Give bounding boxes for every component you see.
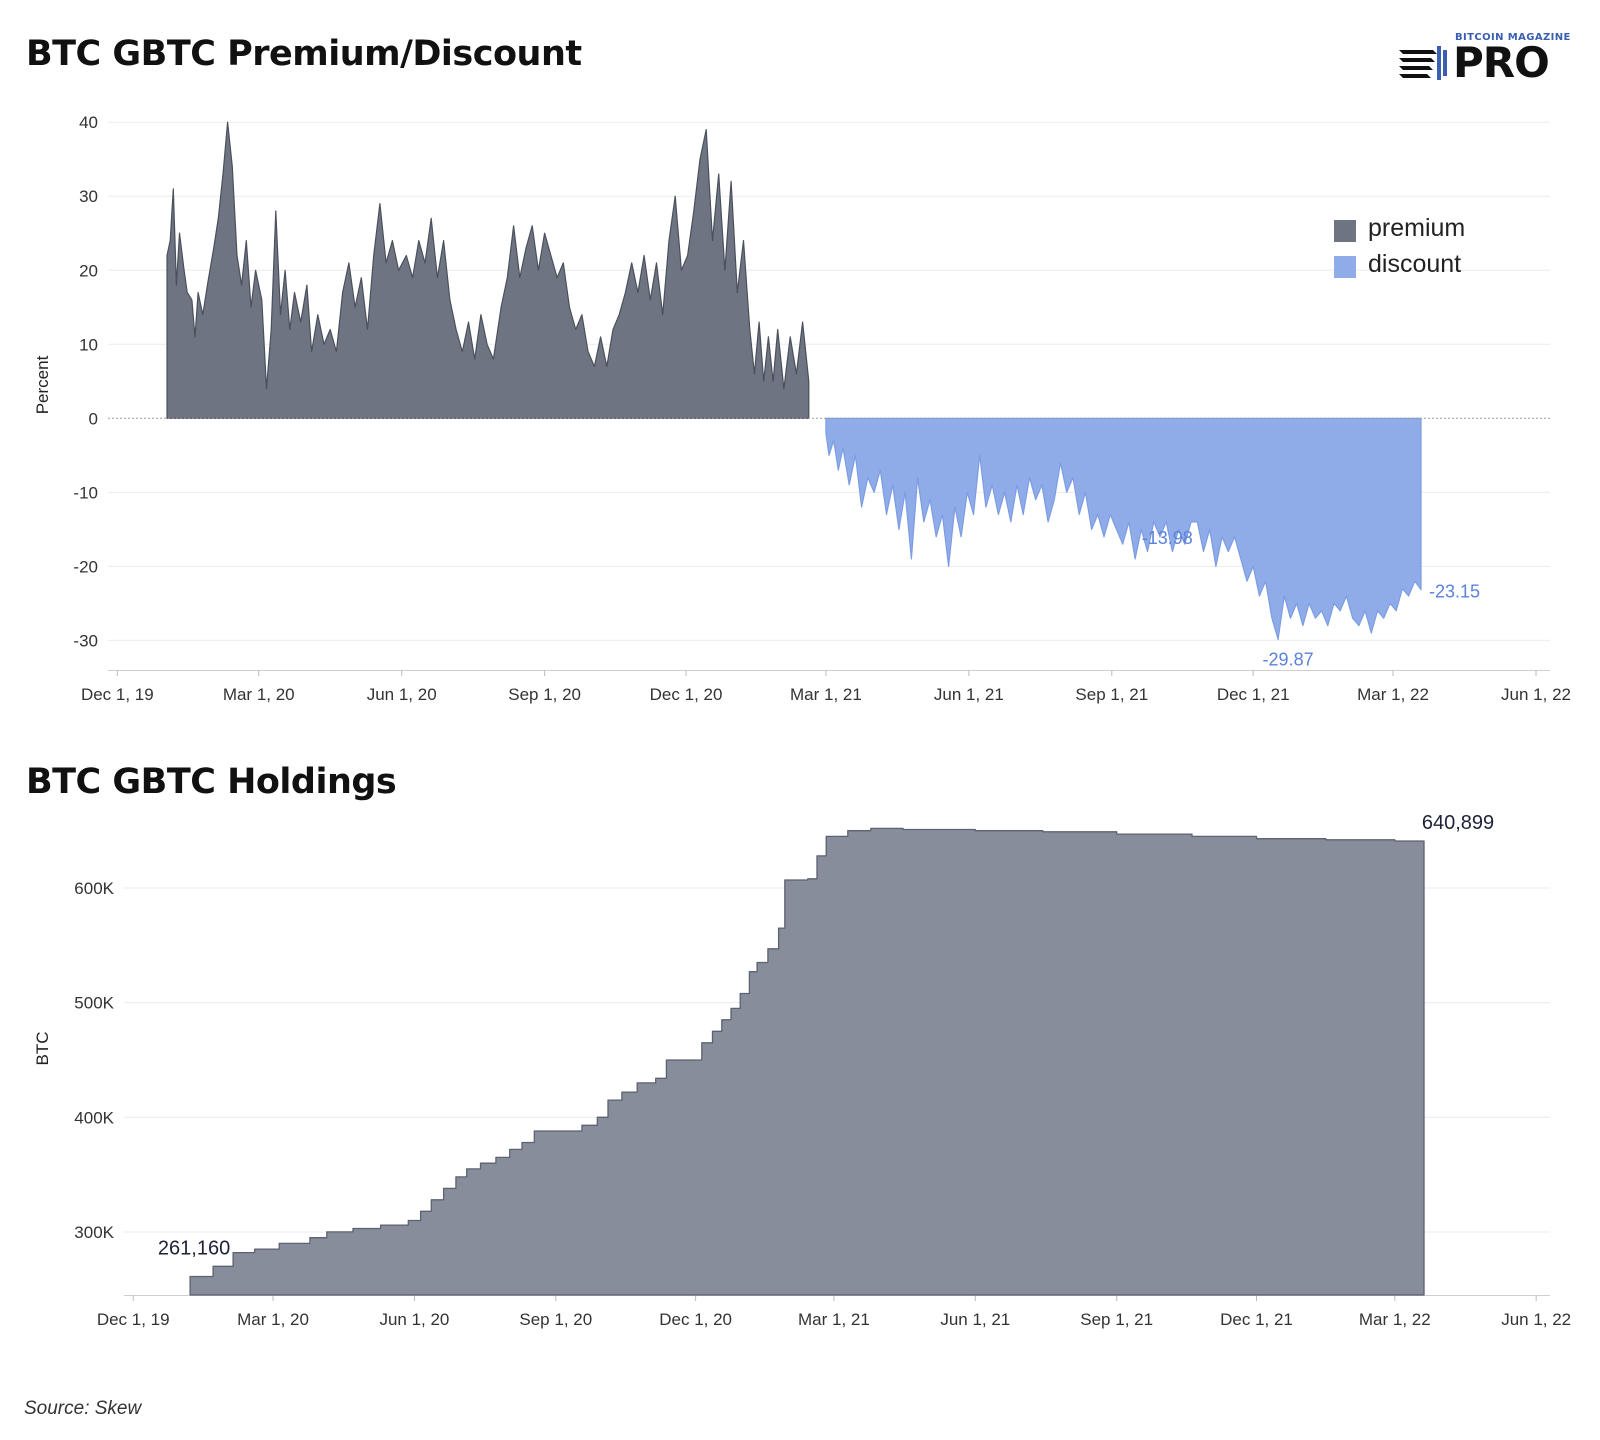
x-tick-label: Mar 1, 20 — [223, 685, 295, 704]
x-tick-label: Sep 1, 20 — [519, 1310, 592, 1329]
x-tick-label: Mar 1, 22 — [1359, 1310, 1431, 1329]
x-tick-label: Jun 1, 22 — [1501, 1310, 1571, 1329]
x-tick-label: Mar 1, 21 — [790, 685, 862, 704]
holdings-chart: 600K 500K 400K 300K Dec 1, 19 Mar 1, 20 Jun 1,… — [33, 812, 1571, 1329]
logo-mark-icon — [1399, 46, 1447, 80]
x-tick-label: Jun 1, 20 — [367, 685, 437, 704]
series-area-discount — [825, 417, 1422, 640]
logo-text-top: BITCOIN MAGAZINE — [1455, 32, 1571, 43]
legend-swatch-premium — [1334, 220, 1356, 242]
y-tick-label: 600K — [74, 879, 114, 898]
y-tick-label: -10 — [73, 483, 98, 502]
y-tick-label: 300K — [74, 1223, 114, 1242]
y-tick-label: 10 — [79, 335, 98, 354]
y-tick-label: 30 — [79, 187, 98, 206]
y-axis-label: Percent — [33, 355, 52, 414]
data-label: 640,899 — [1422, 812, 1494, 834]
y-tick-label: 400K — [74, 1108, 114, 1127]
data-label: -23.15 — [1429, 582, 1480, 602]
x-tick-label: Dec 1, 20 — [659, 1310, 732, 1329]
x-tick-label: Jun 1, 21 — [940, 1310, 1010, 1329]
y-tick-label: -20 — [73, 557, 98, 576]
y-tick-label: 500K — [74, 994, 114, 1013]
x-tick-label: Dec 1, 20 — [650, 685, 723, 704]
x-tick-label: Jun 1, 22 — [1501, 685, 1571, 704]
legend-label-discount: discount — [1368, 250, 1462, 278]
x-tick-label: Sep 1, 20 — [508, 685, 581, 704]
y-tick-label: 40 — [79, 113, 98, 132]
logo-text-main: PRO — [1453, 38, 1550, 87]
x-tick-label: Dec 1, 21 — [1220, 1310, 1293, 1329]
legend-swatch-discount — [1334, 256, 1356, 278]
holdings-chart-title: BTC GBTC Holdings — [26, 762, 397, 802]
premium-chart-title: BTC GBTC Premium/Discount — [26, 34, 582, 74]
series-area-premium — [166, 121, 810, 419]
x-tick-label: Dec 1, 19 — [81, 685, 154, 704]
x-tick-label: Dec 1, 21 — [1217, 685, 1290, 704]
x-tick-label: Dec 1, 19 — [97, 1310, 170, 1329]
y-tick-label: -30 — [73, 631, 98, 650]
data-label: -29.87 — [1263, 649, 1314, 669]
x-tick-label: Mar 1, 21 — [798, 1310, 870, 1329]
x-tick-label: Jun 1, 20 — [379, 1310, 449, 1329]
x-tick-label: Mar 1, 22 — [1357, 685, 1429, 704]
premium-discount-chart: 40 30 20 10 0 -10 -20 -30 Dec 1, 19 Mar 1, 20 Jun … — [33, 113, 1571, 704]
x-tick-label: Sep 1, 21 — [1080, 1310, 1153, 1329]
y-axis-label: BTC — [33, 1032, 52, 1066]
data-label: 261,160 — [158, 1237, 230, 1259]
x-tick-label: Mar 1, 20 — [237, 1310, 309, 1329]
series-area-holdings — [189, 827, 1425, 1296]
source-note: Source: Skew — [24, 1398, 142, 1419]
x-tick-label: Sep 1, 21 — [1075, 685, 1148, 704]
y-tick-label: 0 — [89, 409, 98, 428]
data-label: -13.98 — [1142, 528, 1193, 548]
bitcoin-magazine-pro-logo: BITCOIN MAGAZINE PRO — [1397, 28, 1577, 88]
legend-label-premium: premium — [1368, 214, 1466, 242]
y-tick-label: 20 — [79, 261, 98, 280]
x-tick-label: Jun 1, 21 — [934, 685, 1004, 704]
